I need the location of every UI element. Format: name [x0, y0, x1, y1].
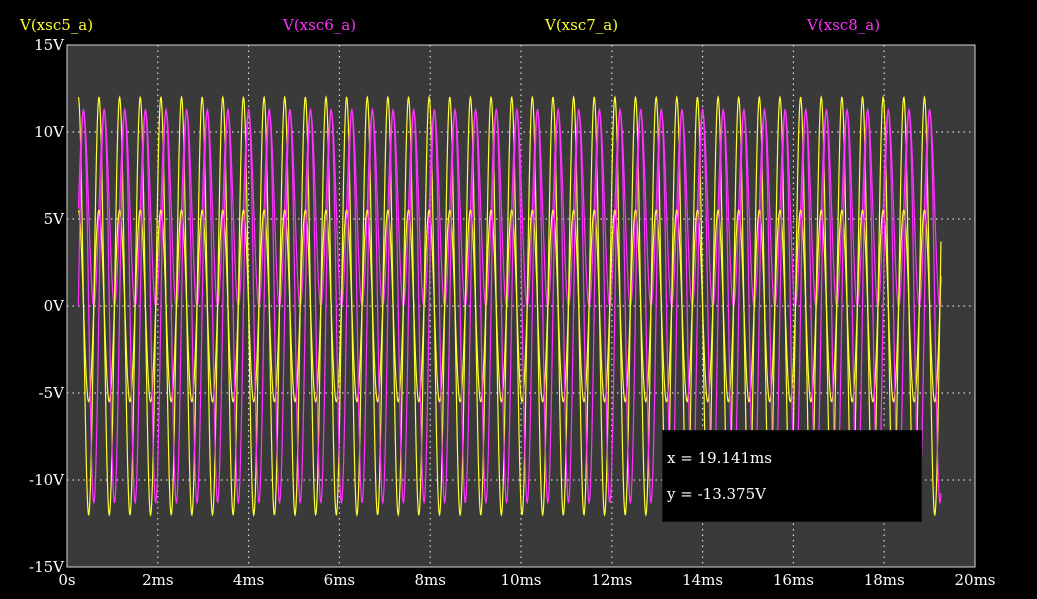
legend-series-0[interactable]: V(xsc5_a) [20, 16, 94, 34]
x-tick-label: 2ms [142, 571, 173, 589]
y-tick-label: 0V [44, 297, 66, 315]
x-tick-labels: 0s 2ms 4ms 6ms 8ms 10ms 12ms 14ms 16ms 18ms 20ms [58, 571, 995, 589]
x-tick-label: 6ms [324, 571, 355, 589]
x-tick-label: 8ms [414, 571, 445, 589]
legend-series-3[interactable]: V(xsc8_a) [807, 16, 881, 34]
x-tick-label: 12ms [591, 571, 632, 589]
x-tick-label: 0s [58, 571, 75, 589]
trace-series-0 [77, 95, 942, 517]
cursor-y-readout: y = -13.375V [667, 485, 766, 503]
trace-series-2 [77, 209, 942, 403]
y-tick-label: -15V [29, 558, 65, 576]
cursor-x-readout: x = 19.141ms [667, 449, 772, 467]
x-tick-label: 16ms [773, 571, 814, 589]
cursor-readout: x = 19.141ms y = -13.375V [662, 430, 922, 522]
y-tick-label: 15V [34, 36, 65, 54]
y-tick-label: 10V [34, 123, 65, 141]
y-tick-labels: 15V 10V 5V 0V -5V -10V -15V [29, 36, 65, 576]
x-tick-label: 4ms [233, 571, 264, 589]
legend-series-2[interactable]: V(xsc7_a) [545, 16, 619, 34]
y-tick-label: -5V [39, 384, 66, 402]
y-tick-label: -10V [29, 471, 65, 489]
legend-series-1[interactable]: V(xsc6_a) [283, 16, 357, 34]
x-tick-label: 20ms [954, 571, 995, 589]
y-tick-label: 5V [44, 210, 66, 228]
x-tick-label: 10ms [500, 571, 541, 589]
x-tick-label: 18ms [864, 571, 905, 589]
trace-series-1 [77, 109, 942, 308]
x-tick-label: 14ms [682, 571, 723, 589]
